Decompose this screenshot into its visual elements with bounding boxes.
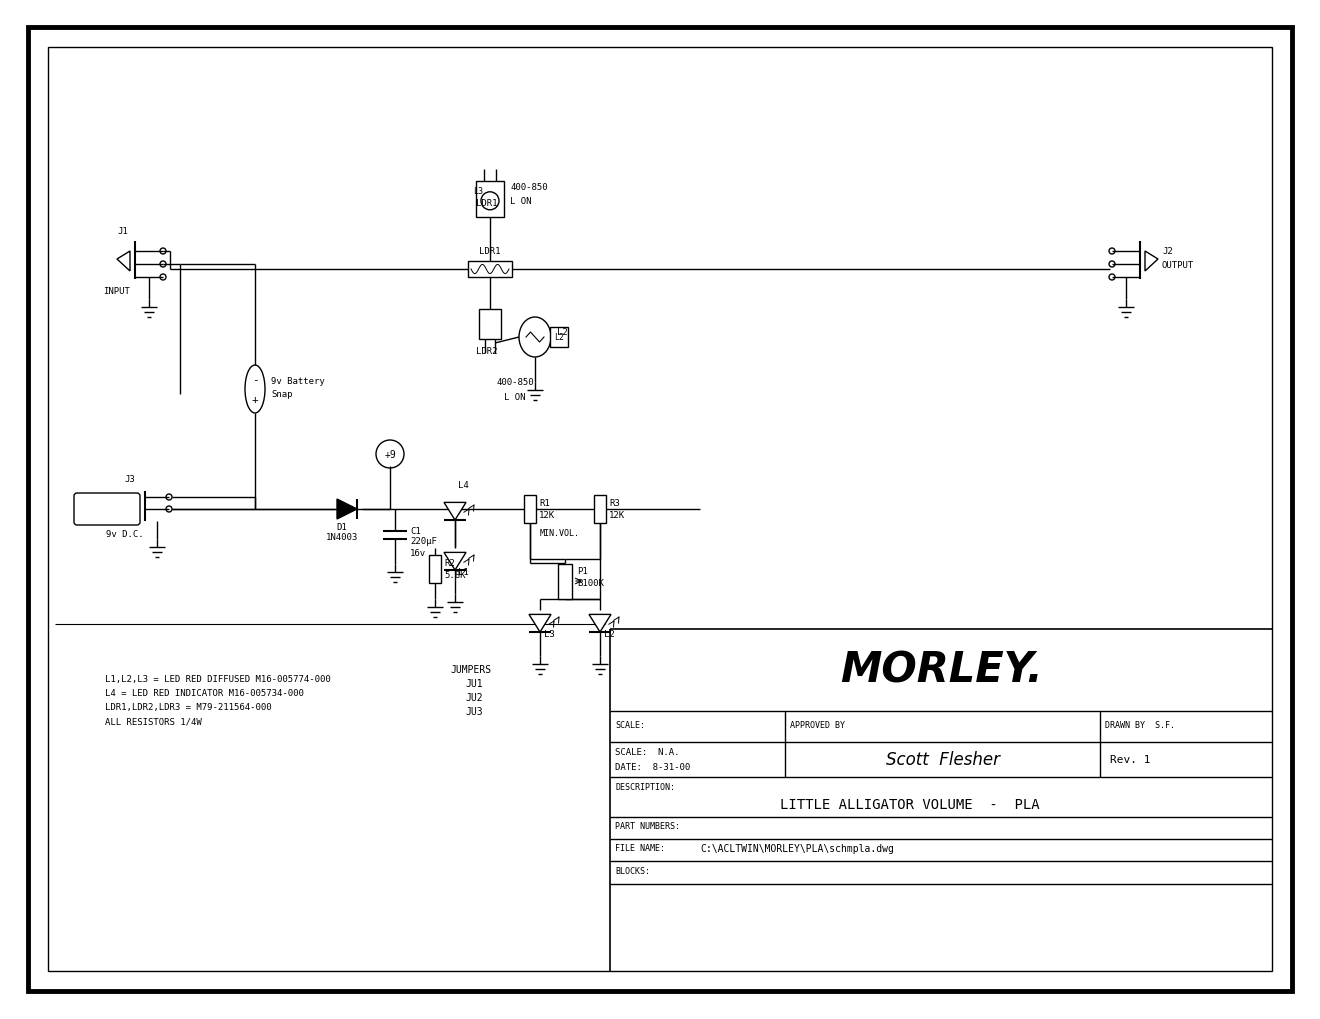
Text: DESCRIPTION:: DESCRIPTION: — [615, 783, 675, 791]
Text: 16v: 16v — [411, 549, 426, 558]
Text: L4: L4 — [458, 481, 469, 490]
Text: +9: +9 — [384, 449, 396, 460]
Text: BLOCKS:: BLOCKS: — [615, 866, 649, 875]
Text: Scott  Flesher: Scott Flesher — [886, 751, 999, 768]
Text: J3: J3 — [124, 475, 136, 484]
Text: R3: R3 — [609, 499, 620, 508]
Polygon shape — [337, 499, 356, 520]
Text: LDR1: LDR1 — [477, 200, 498, 208]
Polygon shape — [444, 503, 466, 521]
Text: C:\ACLTWIN\MORLEY\PLA\schmpla.dwg: C:\ACLTWIN\MORLEY\PLA\schmpla.dwg — [700, 843, 894, 853]
Text: L1: L1 — [458, 568, 469, 577]
Text: L1,L2,L3 = LED RED DIFFUSED M16-005774-000: L1,L2,L3 = LED RED DIFFUSED M16-005774-0… — [106, 675, 331, 684]
Text: -: - — [252, 375, 259, 384]
Text: 1N4003: 1N4003 — [326, 533, 358, 542]
Text: R1: R1 — [539, 499, 549, 508]
Text: JU2: JU2 — [465, 692, 483, 702]
Text: L ON: L ON — [504, 393, 525, 403]
Bar — [479, 310, 502, 339]
Text: 12K: 12K — [609, 511, 626, 520]
Text: LDR1,LDR2,LDR3 = M79-211564-000: LDR1,LDR2,LDR3 = M79-211564-000 — [106, 703, 272, 712]
Text: LDR2: LDR2 — [477, 347, 498, 357]
Text: 400-850: 400-850 — [496, 378, 533, 387]
Text: J2: J2 — [1162, 248, 1172, 256]
Polygon shape — [444, 553, 466, 571]
Text: D1: D1 — [337, 523, 347, 532]
Bar — [594, 495, 606, 524]
Text: JU1: JU1 — [465, 679, 483, 688]
Text: MORLEY.: MORLEY. — [840, 649, 1043, 691]
Text: L3: L3 — [473, 187, 483, 197]
Text: L3: L3 — [544, 630, 554, 639]
Bar — [477, 181, 504, 218]
Text: P1: P1 — [577, 567, 587, 576]
Text: Snap: Snap — [271, 390, 293, 399]
Text: 5.8K: 5.8K — [444, 571, 466, 580]
Bar — [469, 262, 512, 278]
Text: LITTLE ALLIGATOR VOLUME  -  PLA: LITTLE ALLIGATOR VOLUME - PLA — [780, 797, 1040, 811]
Bar — [558, 564, 572, 599]
Text: L ON: L ON — [510, 198, 532, 206]
Text: 400-850: 400-850 — [510, 183, 548, 193]
Bar — [550, 328, 568, 347]
Text: DRAWN BY  S.F.: DRAWN BY S.F. — [1105, 720, 1175, 730]
Text: PART NUMBERS:: PART NUMBERS: — [615, 821, 680, 830]
Text: 9v D.C.: 9v D.C. — [106, 530, 144, 539]
Text: B100K: B100K — [577, 579, 603, 588]
Text: INPUT: INPUT — [103, 287, 131, 297]
Text: OUTPUT: OUTPUT — [1162, 261, 1195, 270]
Text: 12K: 12K — [539, 511, 556, 520]
Text: +: + — [252, 394, 259, 405]
Text: L4 = LED RED INDICATOR M16-005734-000: L4 = LED RED INDICATOR M16-005734-000 — [106, 689, 304, 698]
Text: 9v Battery: 9v Battery — [271, 377, 325, 386]
Text: SCALE:: SCALE: — [615, 720, 645, 730]
Text: JUMPERS: JUMPERS — [450, 664, 491, 675]
Text: C1: C1 — [411, 527, 421, 536]
Bar — [524, 495, 536, 524]
FancyBboxPatch shape — [74, 493, 140, 526]
Text: R2: R2 — [444, 559, 455, 568]
Text: J1: J1 — [117, 227, 128, 236]
Text: APPROVED BY: APPROVED BY — [789, 720, 845, 730]
Text: 220μF: 220μF — [411, 537, 437, 546]
Text: L2: L2 — [557, 328, 568, 337]
Polygon shape — [529, 614, 550, 633]
Text: JU3: JU3 — [465, 706, 483, 716]
Text: FILE NAME:: FILE NAME: — [615, 843, 665, 852]
Bar — [429, 555, 441, 584]
Text: Rev. 1: Rev. 1 — [1110, 755, 1151, 764]
Polygon shape — [589, 614, 611, 633]
Text: ALL RESISTORS 1/4W: ALL RESISTORS 1/4W — [106, 716, 202, 726]
Text: L2: L2 — [605, 630, 615, 639]
Text: L2: L2 — [554, 333, 564, 342]
Text: DATE:  8-31-00: DATE: 8-31-00 — [615, 762, 690, 771]
Text: LDR1: LDR1 — [479, 248, 500, 256]
Text: SCALE:  N.A.: SCALE: N.A. — [615, 747, 680, 756]
Text: MIN.VOL.: MIN.VOL. — [540, 529, 579, 538]
